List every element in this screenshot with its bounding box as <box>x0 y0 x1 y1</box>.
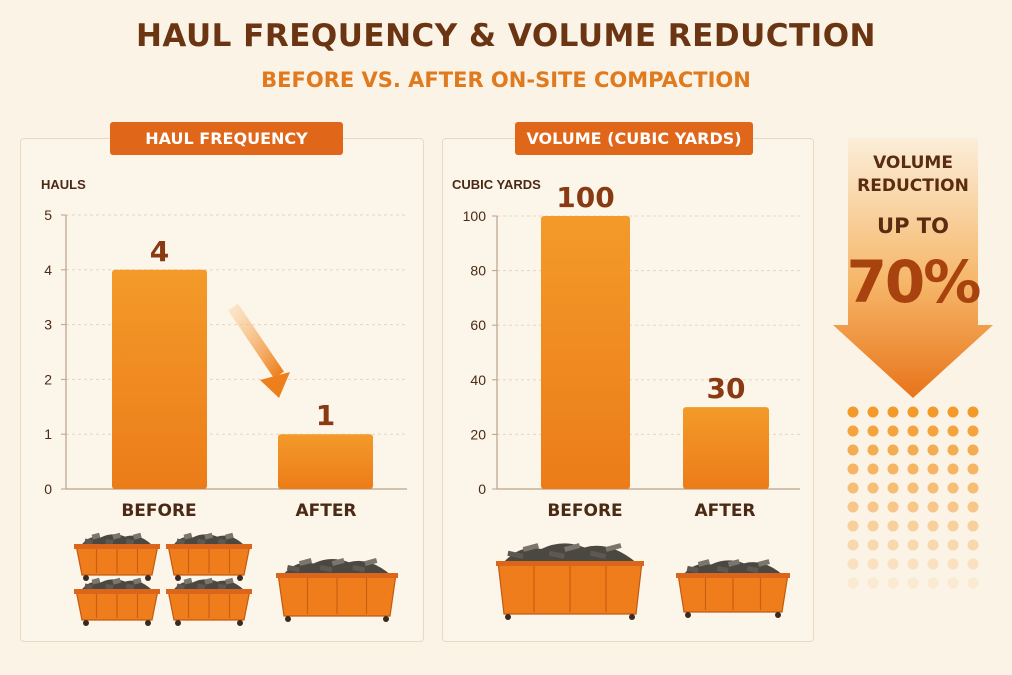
volume-data-label-after: 30 <box>707 372 746 405</box>
volume-y-tick-label: 100 <box>463 208 487 224</box>
haul-bar-before <box>112 269 207 489</box>
volume-category-before: BEFORE <box>547 501 622 521</box>
dumpster-before-4 <box>166 577 252 626</box>
volume-tag: VOLUME (CUBIC YARDS) <box>515 122 753 155</box>
callout-value: 70% <box>847 248 981 316</box>
volume-data-label-before: 100 <box>556 181 614 214</box>
down-arrow-icon <box>833 138 993 398</box>
page-title: HAUL FREQUENCY & VOLUME REDUCTION <box>135 18 876 54</box>
haul-category-after: AFTER <box>295 501 356 521</box>
haul-frequency-chart: HAULS 0 1 2 3 4 5 4 1 BEFORE AFTER <box>41 177 407 521</box>
haul-y-axis-title: HAULS <box>41 177 86 192</box>
volume-category-after: AFTER <box>694 501 755 521</box>
volume-y-tick-label: 20 <box>470 426 486 442</box>
haul-y-tick-label: 0 <box>44 481 52 497</box>
haul-frequency-tag: HAUL FREQUENCY <box>110 122 343 155</box>
decorative-dot-grid <box>847 406 979 589</box>
page-subtitle: BEFORE VS. AFTER ON-SITE COMPACTION <box>261 68 751 92</box>
haul-y-tick-label: 1 <box>44 426 52 442</box>
haul-data-label-before: 4 <box>150 235 169 268</box>
callout-line-volume: VOLUME <box>873 153 953 173</box>
haul-y-tick-label: 3 <box>44 317 52 333</box>
haul-bar-after <box>278 434 373 489</box>
decrease-arrow-icon <box>228 303 290 398</box>
dumpster-before-1 <box>74 532 160 581</box>
volume-y-axis-title: CUBIC YARDS <box>452 177 541 192</box>
callout-line-up-to: UP TO <box>877 214 949 238</box>
haul-y-tick-label: 2 <box>44 371 52 387</box>
volume-bar-after <box>683 407 769 489</box>
callout-line-reduction: REDUCTION <box>857 176 969 196</box>
haul-data-label-after: 1 <box>316 399 335 432</box>
volume-y-tick-label: 0 <box>478 481 486 497</box>
volume-bar-before <box>541 216 630 489</box>
volume-y-tick-label: 40 <box>470 372 486 388</box>
dumpster-after <box>276 558 398 622</box>
dumpster-before-2 <box>166 532 252 581</box>
volume-y-tick-label: 80 <box>470 263 486 279</box>
dumpster-before-3 <box>74 577 160 626</box>
volume-y-tick-label: 60 <box>470 317 486 333</box>
dumpster-volume-after <box>676 559 790 618</box>
volume-chart: CUBIC YARDS 0 20 40 60 80 100 100 30 BEFORE AF… <box>452 177 800 521</box>
haul-category-before: BEFORE <box>121 501 196 521</box>
haul-y-tick-label: 4 <box>44 262 52 278</box>
haul-y-tick-label: 5 <box>44 207 52 223</box>
dumpster-volume-before <box>496 543 644 620</box>
volume-reduction-callout: VOLUME REDUCTION UP TO 70% <box>833 138 993 398</box>
